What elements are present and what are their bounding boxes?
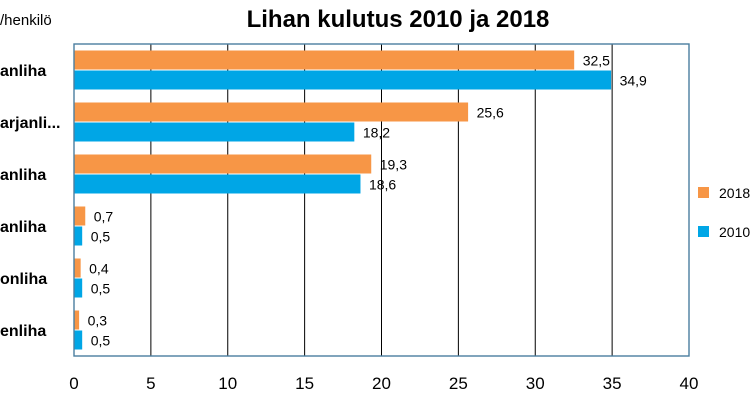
gridlines <box>150 44 613 356</box>
bar-2010 <box>74 70 612 90</box>
category-label: onliha <box>0 271 47 288</box>
data-label: 0,5 <box>91 229 111 245</box>
bar-2018 <box>74 206 86 226</box>
data-label: 19,3 <box>380 157 407 173</box>
x-tick-label: 40 <box>680 374 699 393</box>
legend-label: 2018 <box>719 185 750 201</box>
bar-2018 <box>74 154 372 174</box>
bar-2018 <box>74 258 81 278</box>
bar-2018 <box>74 50 575 70</box>
bar-2010 <box>74 226 83 246</box>
data-label: 18,2 <box>363 125 390 141</box>
x-tick-label: 35 <box>603 374 622 393</box>
plot-area-frame <box>73 43 690 357</box>
x-tick-label: 0 <box>69 374 78 393</box>
data-label: 32,5 <box>583 53 610 69</box>
bar-2010 <box>74 174 361 194</box>
data-label: 0,5 <box>91 281 111 297</box>
bar-2018 <box>74 310 80 330</box>
category-label: arjanli... <box>0 115 60 132</box>
x-axis-tick-labels: 0 5 10 15 20 25 30 35 40 <box>69 374 698 393</box>
bars <box>74 50 612 350</box>
legend: 2018 2010 <box>698 185 750 240</box>
unit-label: /henkilö <box>0 12 52 29</box>
data-label: 25,6 <box>477 105 504 121</box>
bar-2010 <box>74 122 355 142</box>
legend-label: 2010 <box>719 224 750 240</box>
data-label: 0,7 <box>94 209 114 225</box>
category-label: anliha <box>0 219 46 236</box>
category-label: enliha <box>0 323 46 340</box>
bar-2010 <box>74 278 83 298</box>
data-label: 0,3 <box>88 313 108 329</box>
legend-swatch-2018 <box>698 187 709 198</box>
data-labels: 32,5 34,9 25,6 18,2 19,3 18,6 0,7 0,5 0,4 0,5 0,3 0… <box>88 53 647 349</box>
data-label: 18,6 <box>369 177 396 193</box>
bar-2018 <box>74 102 469 122</box>
x-tick-label: 10 <box>218 374 237 393</box>
category-labels: anliha arjanli... anliha anliha onliha enliha <box>0 63 60 340</box>
x-tick-label: 25 <box>449 374 468 393</box>
legend-swatch-2010 <box>698 226 709 237</box>
data-label: 0,4 <box>89 261 109 277</box>
category-label: anliha <box>0 167 46 184</box>
data-label: 34,9 <box>620 73 647 89</box>
x-tick-label: 20 <box>372 374 391 393</box>
x-tick-label: 30 <box>526 374 545 393</box>
chart-title: Lihan kulutus 2010 ja 2018 <box>247 6 550 33</box>
bar-2010 <box>74 330 83 350</box>
x-tick-label: 15 <box>295 374 314 393</box>
x-tick-label: 5 <box>146 374 155 393</box>
data-label: 0,5 <box>91 333 111 349</box>
category-label: anliha <box>0 63 46 80</box>
